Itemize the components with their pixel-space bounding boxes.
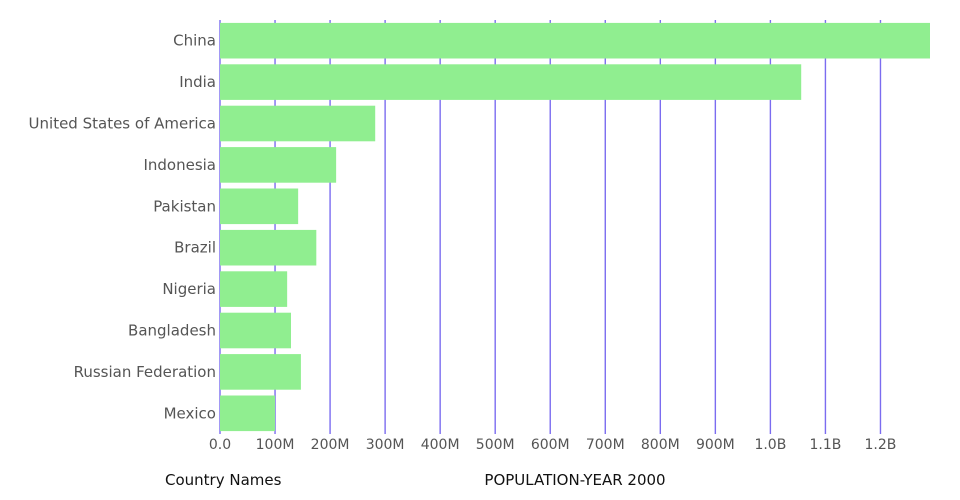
category-label: Russian Federation bbox=[74, 363, 216, 381]
bar bbox=[220, 105, 376, 142]
bar bbox=[220, 229, 317, 266]
x-tick-labels: 0.0 100M 200M 300M 400M 500M 600M 700M 800M 900M 1… bbox=[209, 437, 897, 453]
bar bbox=[220, 22, 930, 59]
x-tick-label: 900M bbox=[696, 437, 735, 453]
bar bbox=[220, 188, 299, 225]
x-tick-label: 600M bbox=[531, 437, 570, 453]
category-label: Nigeria bbox=[162, 280, 216, 298]
category-label: China bbox=[173, 32, 216, 50]
x-tick-label: 200M bbox=[311, 437, 350, 453]
x-tick-label: 100M bbox=[256, 437, 295, 453]
x-tick-label: 1.2B bbox=[865, 437, 897, 453]
category-label: United States of America bbox=[29, 115, 216, 133]
category-label: India bbox=[179, 73, 216, 91]
bar bbox=[220, 64, 802, 100]
x-tick-label: 1.0B bbox=[754, 437, 786, 453]
category-label: Indonesia bbox=[143, 156, 216, 174]
x-tick-label: 800M bbox=[641, 437, 680, 453]
x-tick-label: 1.1B bbox=[809, 437, 841, 453]
x-tick-label: 500M bbox=[476, 437, 515, 453]
y-axis-title: Country Names bbox=[165, 471, 282, 489]
bar bbox=[220, 147, 337, 183]
x-tick-label: 400M bbox=[421, 437, 460, 453]
bar bbox=[220, 271, 288, 307]
x-tick-label: 300M bbox=[366, 437, 405, 453]
x-axis-title: POPULATION-YEAR 2000 bbox=[484, 471, 665, 489]
bar bbox=[220, 354, 301, 390]
category-label: Pakistan bbox=[153, 197, 216, 215]
category-label: Bangladesh bbox=[128, 322, 216, 340]
category-label: Mexico bbox=[164, 404, 216, 422]
bars bbox=[220, 22, 930, 432]
category-labels: China India United States of America Indone… bbox=[29, 32, 216, 423]
x-tick-label: 700M bbox=[586, 437, 625, 453]
x-tick-label: 0.0 bbox=[209, 437, 231, 453]
bar bbox=[220, 312, 291, 349]
category-label: Brazil bbox=[174, 239, 216, 257]
bar bbox=[220, 395, 276, 432]
